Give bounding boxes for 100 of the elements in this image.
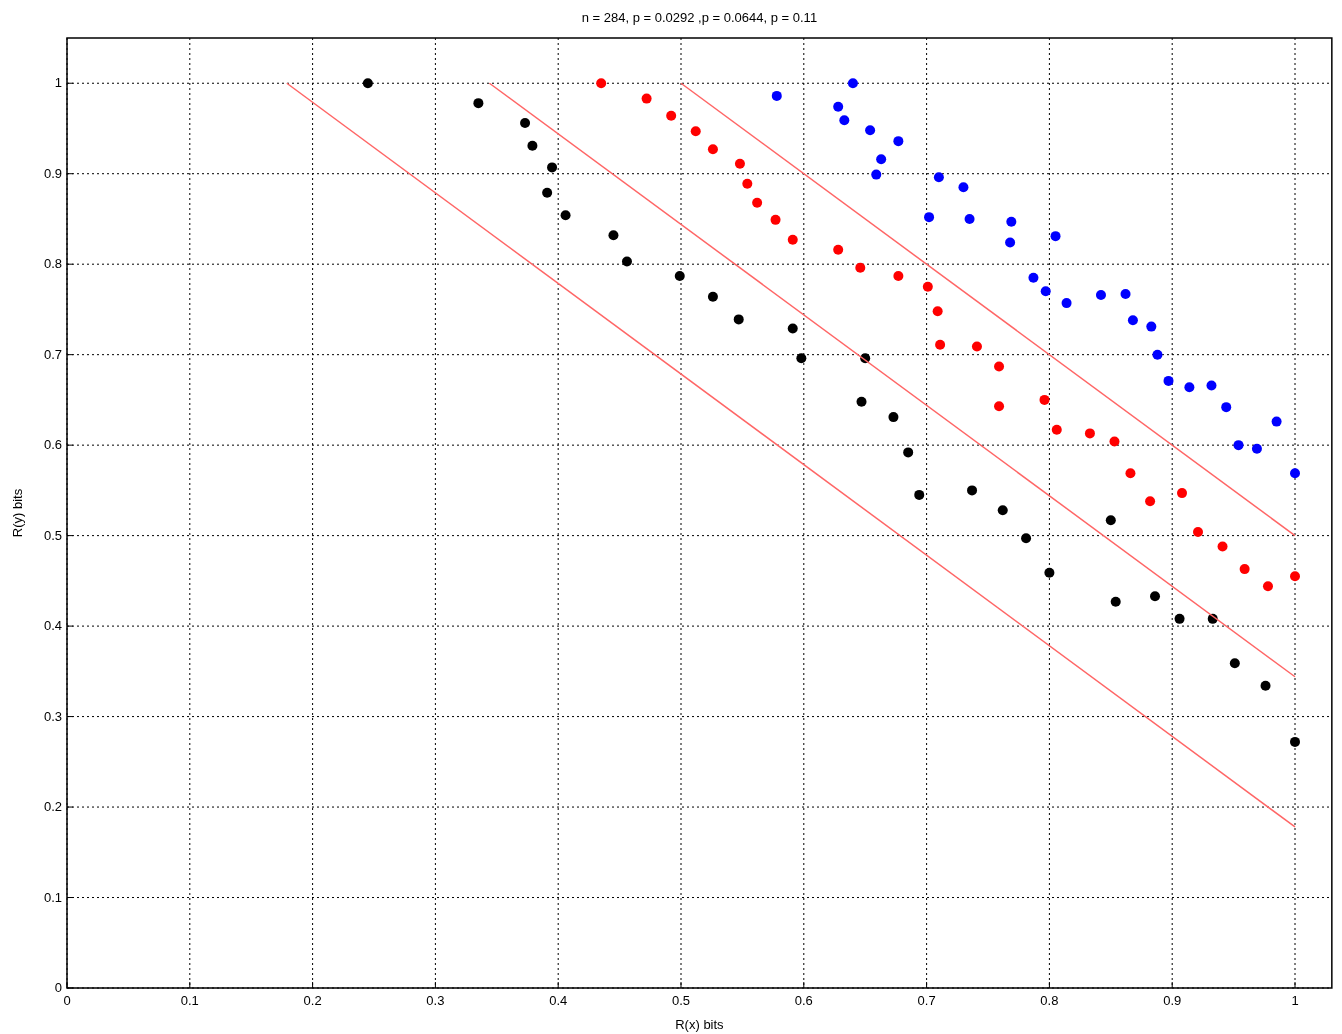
point: [608, 230, 619, 241]
point: [1145, 496, 1156, 507]
point: [932, 306, 943, 317]
point: [362, 78, 373, 89]
y-tick-label: 0.5: [43, 527, 62, 543]
point: [1184, 382, 1195, 393]
x-tick-label: 1: [1291, 993, 1299, 1008]
point: [1125, 468, 1136, 479]
point: [967, 485, 978, 496]
point: [1105, 515, 1116, 526]
point: [971, 341, 982, 352]
point: [1163, 375, 1174, 386]
x-tick-label: 0.3: [426, 993, 445, 1008]
point: [787, 234, 798, 245]
point: [865, 125, 876, 136]
x-tick-label: 0.1: [180, 993, 199, 1008]
point: [922, 281, 933, 292]
point: [1127, 315, 1138, 326]
point: [596, 78, 607, 89]
point: [1028, 272, 1039, 283]
point: [770, 214, 781, 225]
point: [560, 210, 571, 221]
x-tick-label: 0.5: [671, 993, 691, 1008]
y-tick-label: 0.6: [43, 437, 62, 453]
x-tick-label: 0.4: [549, 993, 568, 1008]
point: [924, 212, 935, 223]
y-tick-label: 0.3: [43, 708, 62, 724]
point: [1206, 380, 1217, 391]
point: [964, 213, 975, 224]
point: [1039, 394, 1050, 405]
y-tick-label: 0.7: [43, 346, 62, 362]
point: [674, 270, 685, 281]
point: [1109, 436, 1120, 447]
chart-title: n = 284, p = 0.0292 ,p = 0.0644, p = 0.11: [581, 10, 818, 25]
point: [1095, 289, 1106, 300]
point: [997, 505, 1008, 516]
point: [1061, 298, 1072, 309]
x-axis-title: R(x) bits: [675, 1017, 725, 1032]
point: [1146, 321, 1157, 332]
point: [734, 158, 745, 169]
point: [1021, 533, 1032, 544]
point: [621, 256, 632, 267]
point: [1192, 527, 1203, 537]
point: [1005, 237, 1016, 248]
point: [473, 98, 484, 109]
point: [796, 353, 807, 364]
y-tick-label: 0: [54, 980, 62, 995]
point: [1050, 231, 1061, 242]
point: [1051, 424, 1062, 435]
point: [893, 270, 904, 281]
point: [1006, 216, 1017, 227]
x-tick-label: 0.7: [917, 993, 936, 1008]
point: [1040, 286, 1051, 297]
point: [1271, 416, 1282, 427]
x-tick-label: 0.8: [1040, 993, 1059, 1008]
point: [1084, 428, 1095, 439]
y-tick-label: 0.2: [43, 799, 62, 815]
point: [1152, 349, 1163, 360]
point: [1221, 402, 1232, 413]
point: [1217, 541, 1228, 552]
point: [914, 489, 925, 500]
point: [1251, 443, 1262, 454]
point: [520, 118, 531, 129]
point: [1229, 658, 1240, 669]
y-tick-label: 0.4: [43, 618, 62, 634]
point: [856, 396, 867, 407]
point: [958, 182, 969, 193]
point: [1262, 581, 1273, 592]
point: [994, 361, 1005, 372]
point: [752, 197, 763, 208]
point: [1110, 596, 1121, 607]
point: [1260, 680, 1271, 691]
point: [1120, 289, 1131, 300]
point: [1290, 571, 1300, 582]
point: [707, 144, 718, 155]
point: [542, 187, 553, 198]
point: [1044, 567, 1055, 578]
point: [847, 78, 858, 89]
x-tick-label: 0.2: [303, 993, 322, 1008]
point: [855, 262, 866, 273]
point: [1290, 736, 1300, 747]
point: [1177, 488, 1188, 499]
point: [833, 101, 844, 112]
point: [666, 110, 677, 121]
point: [935, 339, 946, 350]
point: [994, 401, 1005, 412]
point: [833, 244, 844, 255]
point: [903, 447, 914, 458]
point: [893, 136, 904, 147]
y-axis-title: R(y) bits: [10, 488, 25, 538]
point: [1174, 613, 1185, 624]
y-tick-label: 0.8: [43, 256, 62, 272]
point: [547, 162, 558, 173]
x-tick-label: 0.9: [1163, 993, 1182, 1008]
y-tick-label: 0.1: [43, 889, 62, 905]
point: [641, 93, 652, 104]
point: [888, 412, 899, 423]
point: [707, 291, 718, 302]
point: [742, 178, 753, 189]
point: [871, 169, 882, 180]
